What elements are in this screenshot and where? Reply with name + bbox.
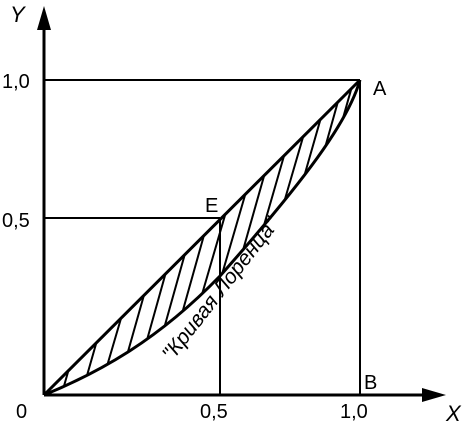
y-axis-label: Y: [10, 2, 26, 27]
y-axis-arrow-icon: [37, 6, 51, 30]
point-b-label: B: [364, 372, 377, 394]
lorenz-curve-label: "Кривая Лоренца": [158, 212, 285, 365]
origin-label: 0: [16, 401, 27, 423]
x-tick-one: 1,0: [340, 401, 368, 423]
y-tick-half: 0,5: [2, 210, 30, 232]
x-tick-half: 0,5: [200, 401, 228, 423]
lorenz-curve: [43, 79, 362, 397]
x-axis-label: X: [445, 401, 462, 426]
y-tick-one: 1,0: [2, 71, 30, 93]
point-e-label: E: [205, 195, 218, 217]
point-a-label: A: [373, 78, 387, 100]
x-axis-arrow-icon: [422, 388, 446, 402]
equality-line: [42, 78, 362, 397]
